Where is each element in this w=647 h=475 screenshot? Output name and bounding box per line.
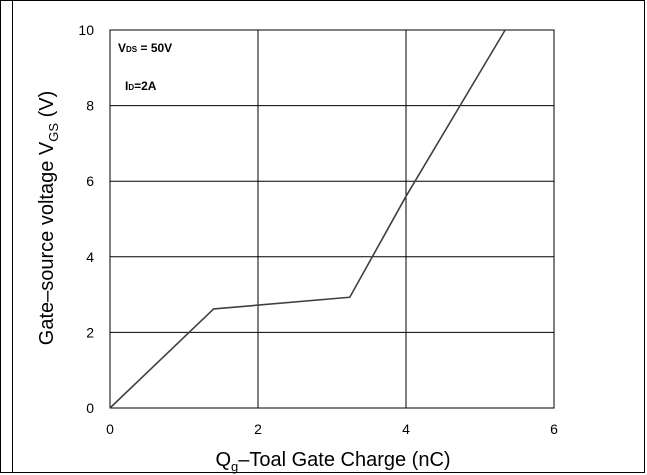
plot-border: [109, 29, 555, 409]
y-tick-label-8: 8: [86, 98, 94, 114]
series-layer: [109, 29, 506, 409]
tick-labels: 0 2 4 6 0 2 4 6 8 10: [78, 22, 558, 437]
series-line-0: [109, 29, 506, 409]
x-tick-label-6: 6: [550, 421, 558, 437]
y-tick-label-0: 0: [86, 400, 94, 416]
x-axis-label: Qg–Toal Gate Charge (nC): [215, 449, 450, 474]
y-tick-label-2: 2: [86, 324, 94, 340]
y-axis-label: Gate–source voltage VGS (V): [36, 91, 61, 345]
grid: [109, 29, 555, 409]
y-tick-label-10: 10: [78, 22, 94, 38]
frame-divider: [12, 1, 13, 472]
x-tick-label-2: 2: [254, 421, 262, 437]
annotation-id: ID=2A: [125, 79, 157, 93]
x-tick-label-4: 4: [402, 421, 410, 437]
y-tick-label-6: 6: [86, 173, 94, 189]
x-tick-label-0: 0: [106, 421, 114, 437]
y-tick-label-4: 4: [86, 249, 94, 265]
annotation-vds: VDS = 50V: [118, 41, 172, 55]
